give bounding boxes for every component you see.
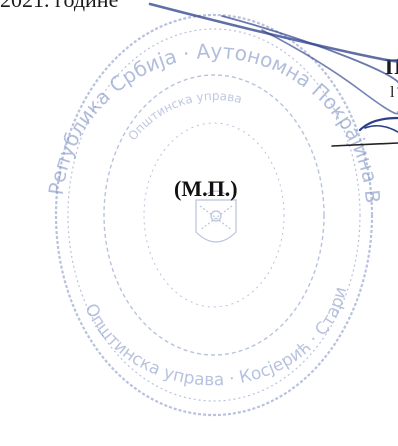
date-line-fragment: 2021. године: [0, 0, 118, 13]
stamp-inner-text: Општинска управа: [125, 89, 243, 143]
stamp-place-label: (М.П.): [174, 176, 238, 201]
coat-of-arms-emblem: [195, 190, 237, 243]
